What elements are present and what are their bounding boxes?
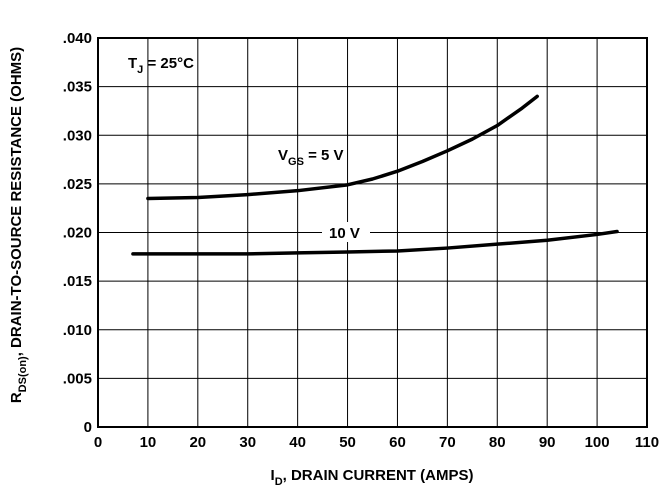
x-tick-label: 60: [389, 434, 406, 451]
x-tick-label: 40: [289, 434, 306, 451]
y-tick-label: .025: [63, 176, 92, 193]
x-tick-label: 80: [489, 434, 506, 451]
series-lines: [131, 94, 619, 256]
x-tick-label: 70: [439, 434, 456, 451]
y-axis-title: RDS(on), DRAIN-TO-SOURCE RESISTANCE (OHM…: [8, 47, 29, 403]
x-tick-label: 20: [189, 434, 206, 451]
junction-temp-annotation: TJ = 25°C: [128, 55, 194, 76]
y-tick-label: .020: [63, 225, 92, 242]
plot-frame: [97, 37, 648, 428]
x-tick-label: 110: [635, 434, 659, 451]
x-tick-label: 100: [585, 434, 610, 451]
y-tick-label: .035: [63, 79, 92, 96]
y-tick-label: .005: [63, 370, 92, 387]
vgs-5v-curve: [146, 94, 539, 201]
y-tick-label: .015: [63, 273, 92, 290]
x-tick-label: 30: [239, 434, 256, 451]
vgs-10v-curve: [131, 229, 619, 256]
x-tick-label: 50: [339, 434, 356, 451]
x-axis-title: ID, DRAIN CURRENT (AMPS): [271, 467, 474, 488]
y-tick-label: 0: [84, 419, 92, 436]
vgs-5v-series-label: VGS = 5 V: [278, 147, 344, 168]
y-tick-label: .040: [63, 30, 92, 47]
vgs-10v-label-background: [322, 222, 370, 242]
x-tick-label: 10: [140, 434, 157, 451]
y-tick-label: .030: [63, 127, 92, 144]
y-tick-label: .010: [63, 322, 92, 339]
x-tick-label: 90: [539, 434, 556, 451]
x-tick-labels: 0 10 20 30 40 50 60 70 80 90 100 110: [94, 434, 659, 451]
vgs-10v-series-label: 10 V: [329, 225, 360, 242]
grid-lines: [98, 38, 647, 427]
y-tick-labels: 0 .005 .010 .015 .020 .025 .030 .035 .040: [63, 30, 92, 436]
x-tick-label: 0: [94, 434, 102, 451]
